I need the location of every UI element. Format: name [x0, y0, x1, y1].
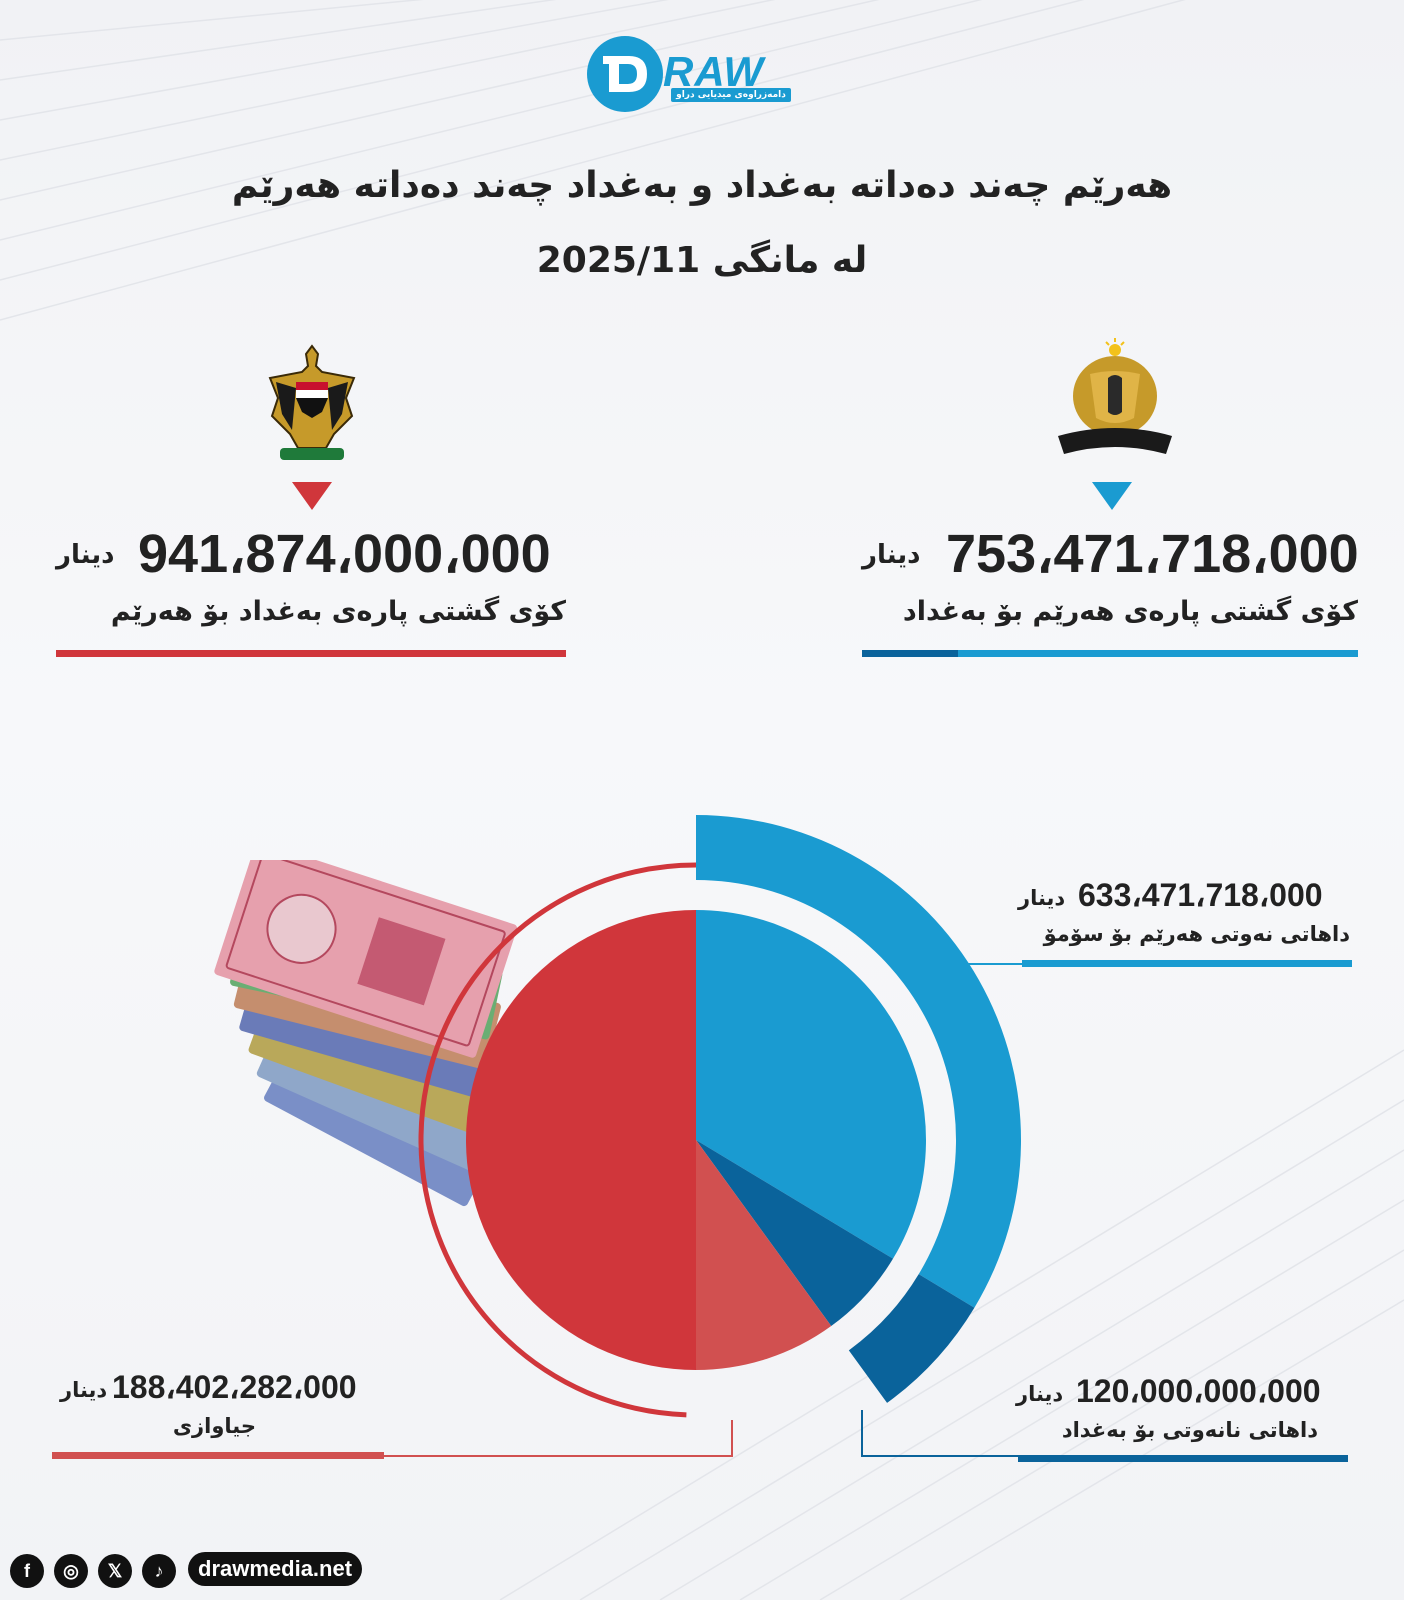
draw-logo-tagline: دامەزراوەی میدیایی دراو [671, 88, 791, 102]
pie-slice-0 [696, 910, 926, 1259]
down-arrow-blue-icon [1092, 482, 1132, 510]
slice-oil-underline [1022, 960, 1352, 967]
down-arrow-red-icon [292, 482, 332, 510]
connector-nonoil [861, 1410, 1018, 1457]
slice-oil-value: 633،471،718،000 [1078, 877, 1323, 913]
slice-nonoil-value: 120،000،000،000 [1076, 1373, 1321, 1409]
total-region-underline [958, 650, 1358, 657]
total-region-to-baghdad-label: کۆی گشتی پارەی هەرێم بۆ بەغداد [902, 596, 1358, 627]
total-baghdad-to-region-unit: دینار [56, 540, 115, 570]
tiktok-icon[interactable]: ♪ [142, 1554, 176, 1588]
slice-oil-label: داهاتی نەوتی هەرێم بۆ سۆمۆ [1043, 922, 1350, 946]
banknotes-illustration [214, 860, 518, 1207]
total-region-to-baghdad-unit: دینار [862, 540, 921, 570]
slice-diff-underline [52, 1452, 384, 1459]
outer-ring-segment-0 [696, 815, 1022, 1308]
draw-logo: RAW دامەزراوەی میدیایی دراو [585, 30, 815, 120]
draw-logo-wordmark: RAW [663, 48, 764, 95]
kurdistan-emblem-icon [1058, 338, 1172, 454]
page-subtitle: لە مانگی 2025/11 [536, 240, 868, 281]
slice-diff-value: 188،402،282،000 [112, 1369, 357, 1405]
outer-ring-segment-1 [848, 1274, 975, 1403]
x-icon[interactable]: 𝕏 [98, 1554, 132, 1588]
facebook-icon[interactable]: f [10, 1554, 44, 1588]
iraq-emblem-icon [268, 344, 356, 460]
pie-reference-half [466, 910, 696, 1370]
pie-slice-2 [696, 1140, 832, 1370]
total-baghdad-underline [56, 650, 566, 657]
instagram-icon[interactable]: ◎ [54, 1554, 88, 1588]
outer-ring-reference [418, 862, 697, 1418]
total-region-underline-dark [862, 650, 958, 657]
slice-nonoil-underline [1018, 1455, 1348, 1462]
pie-slice-1 [696, 1140, 894, 1327]
total-region-to-baghdad-amount: 753،471،718،000 [946, 524, 1359, 584]
slice-diff-unit: دینار [60, 1378, 108, 1402]
slice-nonoil-unit: دینار [1016, 1382, 1064, 1406]
total-baghdad-to-region-amount: 941،874،000،000 [138, 524, 551, 584]
website-link[interactable]: drawmedia.net [188, 1552, 363, 1586]
connector-diff [384, 1420, 733, 1457]
slice-oil-unit: دینار [1018, 886, 1066, 910]
total-baghdad-to-region-label: کۆی گشتی پارەی بەغداد بۆ هەرێم [110, 596, 566, 627]
draw-logo-mark [587, 36, 663, 112]
slice-diff-label: جیاوازی [172, 1414, 256, 1438]
slice-nonoil-label: داهاتی نانەوتی بۆ بەغداد [1061, 1418, 1318, 1442]
page-title: هەرێم چەند دەداتە بەغداد و بەغداد چەند د… [231, 165, 1173, 206]
